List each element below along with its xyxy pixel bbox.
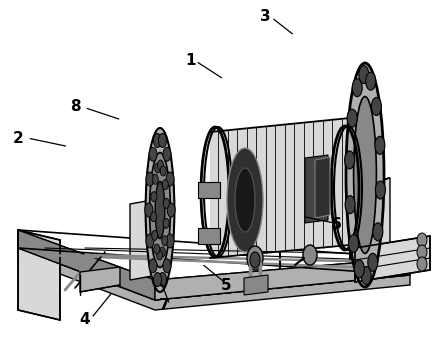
Ellipse shape <box>155 181 165 239</box>
Text: 5: 5 <box>221 278 231 293</box>
Ellipse shape <box>375 181 385 199</box>
Ellipse shape <box>352 79 362 97</box>
Polygon shape <box>80 267 120 292</box>
Ellipse shape <box>146 172 154 186</box>
Ellipse shape <box>154 272 162 287</box>
Text: 2: 2 <box>12 131 23 146</box>
Ellipse shape <box>167 203 175 217</box>
Ellipse shape <box>152 231 158 240</box>
Polygon shape <box>305 155 328 223</box>
Ellipse shape <box>159 134 167 147</box>
Ellipse shape <box>159 272 167 287</box>
Ellipse shape <box>151 212 157 222</box>
Text: 6: 6 <box>331 217 342 232</box>
Ellipse shape <box>366 72 376 90</box>
Ellipse shape <box>417 233 427 247</box>
Ellipse shape <box>227 148 263 252</box>
Ellipse shape <box>145 203 153 217</box>
Ellipse shape <box>156 250 163 260</box>
Polygon shape <box>155 258 410 300</box>
Text: 3: 3 <box>260 9 271 24</box>
Ellipse shape <box>157 160 163 170</box>
Ellipse shape <box>163 218 169 228</box>
Ellipse shape <box>159 247 165 257</box>
Ellipse shape <box>303 245 317 265</box>
Ellipse shape <box>349 235 358 252</box>
Ellipse shape <box>417 257 427 271</box>
Ellipse shape <box>345 196 355 214</box>
Ellipse shape <box>163 147 171 161</box>
Ellipse shape <box>150 152 171 267</box>
Polygon shape <box>18 230 60 320</box>
Ellipse shape <box>346 63 384 287</box>
Polygon shape <box>18 248 410 310</box>
Ellipse shape <box>149 147 157 161</box>
Ellipse shape <box>163 198 169 208</box>
Ellipse shape <box>146 128 175 292</box>
Ellipse shape <box>151 192 157 202</box>
Polygon shape <box>18 230 410 300</box>
Ellipse shape <box>368 253 378 271</box>
Ellipse shape <box>345 151 354 169</box>
Ellipse shape <box>359 66 369 83</box>
Ellipse shape <box>347 109 357 127</box>
Bar <box>198 228 220 244</box>
Ellipse shape <box>149 259 157 273</box>
Polygon shape <box>355 236 430 282</box>
Ellipse shape <box>250 252 260 268</box>
Polygon shape <box>244 275 268 295</box>
Polygon shape <box>18 230 155 300</box>
Ellipse shape <box>154 244 160 254</box>
Text: 4: 4 <box>79 312 89 327</box>
Polygon shape <box>368 178 390 258</box>
Ellipse shape <box>247 246 263 270</box>
Bar <box>198 182 220 198</box>
Ellipse shape <box>417 245 427 259</box>
Ellipse shape <box>162 236 168 246</box>
Ellipse shape <box>162 179 168 190</box>
Ellipse shape <box>235 168 255 232</box>
Ellipse shape <box>354 97 377 254</box>
Ellipse shape <box>146 234 154 248</box>
Ellipse shape <box>361 267 371 285</box>
Ellipse shape <box>371 97 381 116</box>
Polygon shape <box>210 118 350 258</box>
Ellipse shape <box>354 260 364 278</box>
Polygon shape <box>130 200 152 280</box>
Text: 8: 8 <box>70 99 81 114</box>
Text: 1: 1 <box>185 53 196 68</box>
Polygon shape <box>352 182 368 262</box>
Ellipse shape <box>155 163 161 173</box>
Ellipse shape <box>163 259 171 273</box>
Ellipse shape <box>166 234 174 248</box>
Ellipse shape <box>152 174 158 184</box>
Polygon shape <box>352 178 390 186</box>
Ellipse shape <box>166 172 174 186</box>
Ellipse shape <box>375 136 385 154</box>
Polygon shape <box>315 157 330 218</box>
Ellipse shape <box>154 134 162 147</box>
Text: 7: 7 <box>159 298 169 313</box>
Ellipse shape <box>160 166 166 176</box>
Ellipse shape <box>373 223 383 241</box>
